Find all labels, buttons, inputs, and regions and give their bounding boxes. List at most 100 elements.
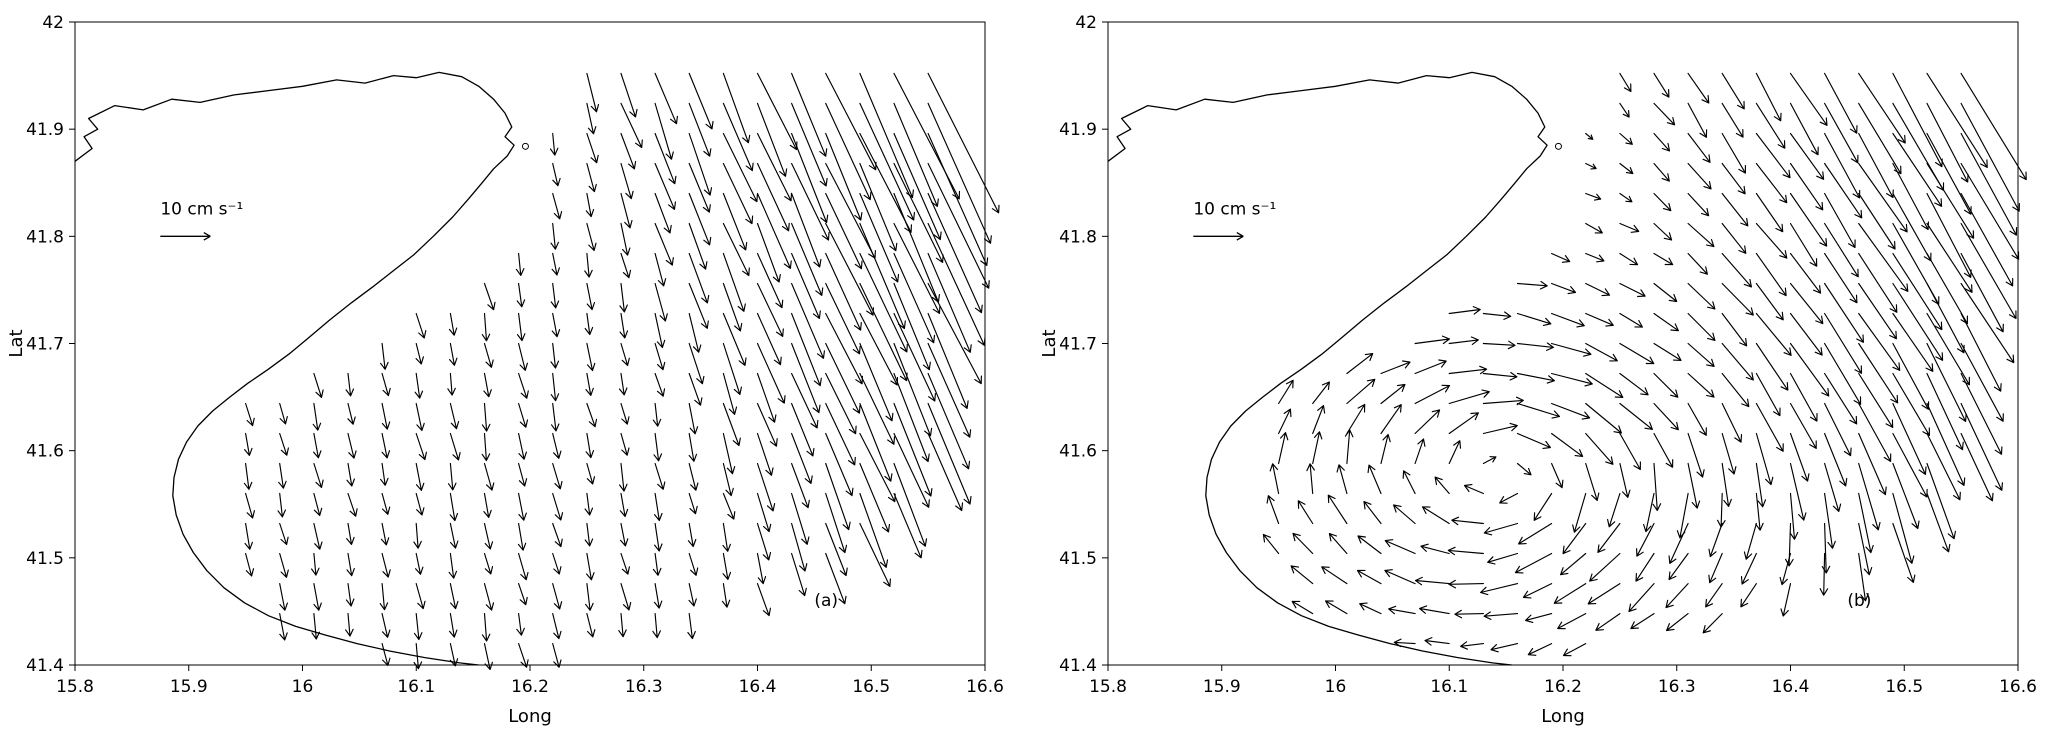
velocity-vector (1824, 282, 1864, 343)
velocity-vector (1668, 552, 1689, 581)
velocity-vector (1755, 372, 1781, 417)
coastline-path (1107, 71, 1548, 666)
velocity-vector (859, 162, 898, 252)
velocity-vector (927, 132, 989, 266)
velocity-vector (381, 552, 391, 578)
velocity-vector (652, 402, 662, 427)
velocity-vector (1483, 611, 1519, 620)
velocity-vector (1821, 522, 1831, 574)
velocity-vector (688, 72, 714, 130)
velocity-vector (654, 522, 663, 552)
velocity-vector (927, 72, 1000, 214)
velocity-vector (1448, 306, 1481, 315)
velocity-vector (1463, 484, 1484, 495)
velocity-vector (1448, 336, 1479, 345)
velocity-vector (893, 132, 942, 241)
velocity-vector (550, 222, 559, 250)
velocity-vector (652, 613, 661, 639)
velocity-vector (825, 552, 847, 605)
velocity-vector (1892, 372, 1930, 436)
velocity-vector (1551, 342, 1592, 357)
velocity-vector (1858, 252, 1898, 313)
velocity-vector (552, 552, 562, 575)
velocity-vector (551, 312, 561, 338)
velocity-vector (1960, 312, 2002, 392)
velocity-vector (277, 492, 286, 518)
velocity-vector (1499, 492, 1519, 504)
velocity-vector (688, 102, 712, 157)
velocity-vector (313, 492, 323, 517)
velocity-vector (620, 583, 632, 611)
velocity-vector (620, 432, 630, 456)
velocity-vector (1344, 429, 1354, 465)
velocity-vector (1380, 360, 1411, 375)
velocity-vector (1824, 162, 1863, 219)
velocity-vector (550, 372, 560, 402)
velocity-vector (1755, 342, 1789, 391)
velocity-vector (1635, 552, 1655, 582)
velocity-vector (1551, 252, 1571, 263)
x-axis-label: Long (1541, 706, 1585, 727)
velocity-vector (1755, 402, 1784, 452)
velocity-vector (1551, 372, 1593, 387)
velocity-vector (653, 432, 663, 462)
velocity-vector (1336, 464, 1348, 495)
velocity-vector (722, 462, 734, 497)
velocity-vector (1755, 492, 1764, 531)
velocity-vector (1585, 222, 1603, 234)
velocity-vector (1789, 222, 1818, 267)
velocity-vector (449, 432, 461, 461)
velocity-vector (380, 342, 389, 370)
velocity-vector (893, 312, 936, 402)
velocity-vector (415, 402, 425, 432)
velocity-vector (1551, 432, 1584, 457)
velocity-vector (1585, 252, 1605, 263)
velocity-vector (415, 462, 425, 491)
velocity-vector (1687, 342, 1715, 367)
velocity-vector (1643, 492, 1655, 533)
velocity-vector (1789, 252, 1822, 294)
y-tick-label: 41.5 (26, 549, 64, 569)
velocity-vector (1687, 432, 1705, 478)
velocity-vector (1824, 222, 1859, 278)
velocity-vector (688, 372, 703, 406)
x-tick-label: 16 (292, 677, 314, 697)
velocity-vector (1514, 552, 1553, 574)
velocity-vector (1858, 312, 1901, 371)
velocity-vector (1557, 613, 1587, 630)
velocity-vector (483, 552, 494, 575)
quiver-panel-a-svg: 15.8 15.9 16 16.1 16.2 16.3 16.4 16.5 16.6 41.4 41… (6, 13, 1004, 727)
velocity-vector (1653, 372, 1679, 398)
velocity-vector (893, 462, 928, 547)
velocity-vector (1551, 402, 1591, 420)
velocity-vector (1619, 432, 1641, 471)
velocity-vector (1892, 132, 1943, 207)
velocity-vector (1562, 522, 1587, 555)
velocity-vector (1278, 432, 1289, 465)
velocity-vector (1824, 492, 1836, 549)
velocity-vector (1858, 342, 1899, 404)
y-tick-label: 41.7 (26, 335, 64, 355)
velocity-vector (1858, 282, 1897, 340)
velocity-vector (825, 342, 861, 414)
velocity-vector (756, 492, 772, 533)
velocity-vector (620, 72, 638, 118)
velocity-vector (1384, 539, 1416, 555)
velocity-vector (1325, 600, 1348, 615)
velocity-vector (1619, 132, 1633, 145)
velocity-vector (483, 492, 492, 518)
coastline-path (74, 71, 515, 666)
velocity-vector (654, 372, 666, 397)
velocity-vector (1960, 162, 2020, 260)
velocity-vector (1595, 613, 1621, 631)
velocity-vector (584, 312, 594, 336)
velocity-vector (313, 432, 322, 459)
velocity-vector (1789, 162, 1824, 211)
velocity-vector (722, 402, 741, 447)
y-tick-label: 41.5 (1059, 549, 1097, 569)
velocity-vector (791, 192, 822, 268)
velocity-vector (620, 252, 632, 279)
velocity-vector (518, 492, 527, 521)
velocity-vector (1789, 432, 1810, 482)
velocity-vector (1447, 546, 1484, 556)
